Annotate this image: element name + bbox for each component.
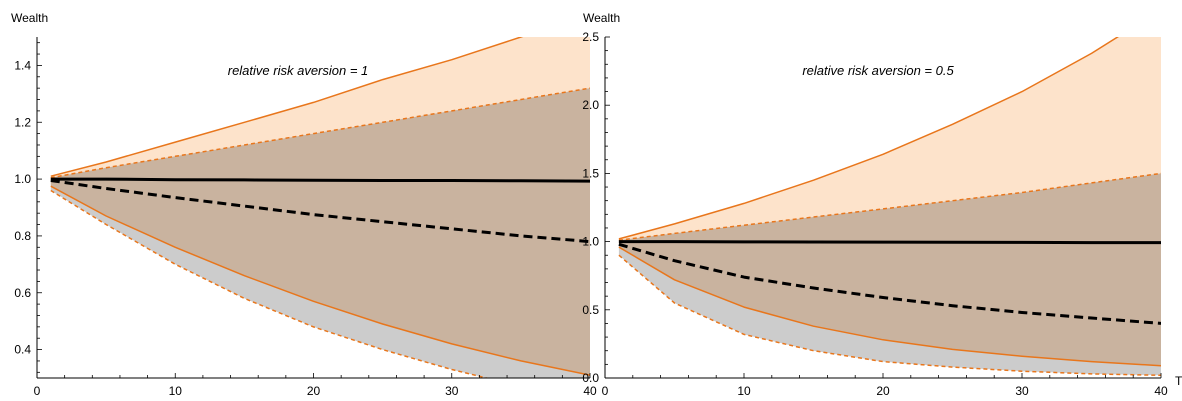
- y-tick-label: 0.6: [14, 286, 31, 300]
- chart-panel-1: 0 10 20 30 40 0.4 0.6 0.8 1.0 1.2 1.4 Wealth relativ…: [11, 11, 597, 398]
- middle-band-fill: [618, 173, 1161, 366]
- x-tick-label: 10: [169, 384, 183, 398]
- y-tick-label: 0.4: [14, 343, 31, 357]
- series-line-3-solid-black: [50, 177, 590, 183]
- x-tick-label: 40: [583, 384, 597, 398]
- y-tick-label: 2.5: [582, 30, 599, 44]
- series-line-6-dashed-orange: [50, 189, 490, 378]
- y-tick-label: 0.5: [582, 303, 599, 317]
- y-tick-label: 2.0: [582, 98, 599, 112]
- y-tick-label: 0.8: [14, 229, 31, 243]
- series-line-3-solid-black: [618, 240, 1161, 245]
- series-line-1-solid-orange: [50, 37, 524, 177]
- series-line-2-dashed-orange: [50, 87, 590, 179]
- x-tick-label: 30: [445, 384, 459, 398]
- x-tick-label: 20: [876, 384, 890, 398]
- middle-band-fill: [50, 88, 590, 376]
- chart-panel-2: 0 10 20 30 400.00.51.01.52.02.5WealthTrelati…: [582, 11, 1182, 398]
- series-line-4-dashed-black: [618, 242, 1161, 325]
- series-line-4-dashed-black: [50, 179, 590, 244]
- x-tick-label: 40: [1154, 384, 1168, 398]
- x-tick-label: 0: [602, 384, 609, 398]
- series-line-1-solid-orange: [618, 37, 1119, 240]
- x-tick-label: 10: [737, 384, 751, 398]
- chart-annotation: relative risk aversion = 1: [228, 63, 369, 78]
- y-tick-label: 1.4: [14, 58, 31, 72]
- y-axis-label: Wealth: [583, 11, 620, 25]
- series-line-2-dashed-orange: [618, 172, 1161, 241]
- y-axis-label: Wealth: [11, 11, 48, 25]
- plot-area: [50, 37, 590, 378]
- y-tick-label: 0.0: [582, 371, 599, 385]
- chart-annotation: relative risk aversion = 0.5: [802, 63, 954, 78]
- series-line-5-solid-orange: [618, 246, 1161, 367]
- series-line-5-solid-orange: [50, 185, 590, 376]
- lower-band-fill: [618, 247, 1161, 376]
- x-axis-label: T: [1175, 374, 1182, 388]
- x-tick-label: 0: [34, 384, 41, 398]
- y-tick-label: 1.0: [582, 235, 599, 249]
- x-tick-label: 30: [1015, 384, 1029, 398]
- series-line-6-dashed-orange: [618, 254, 1161, 377]
- x-tick-label: 20: [307, 384, 321, 398]
- y-tick-label: 1.5: [582, 166, 599, 180]
- y-tick-label: 1.2: [14, 115, 31, 129]
- y-tick-label: 1.0: [14, 172, 31, 186]
- plot-area: [618, 37, 1161, 377]
